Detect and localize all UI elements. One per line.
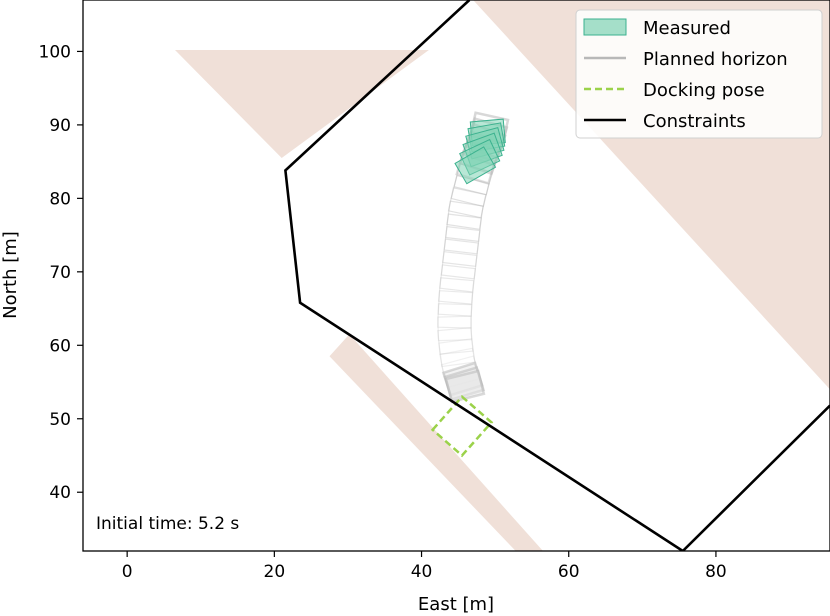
y-tick-label: 100 [39,42,71,62]
docking-layer [430,394,494,458]
y-tick-label: 40 [49,483,71,503]
planned-horizon-pose [446,200,484,230]
plot-frame [82,0,830,552]
docking-pose [430,394,494,458]
legend-label-planned: Planned horizon [643,49,788,70]
x-axis-label: East [m] [418,594,494,615]
legend: Measured Planned horizon Docking pose Co… [575,9,823,139]
y-tick-label: 50 [49,410,71,430]
measured-layer [454,118,506,185]
planned-horizon-pose [450,174,490,208]
planned-horizon-pose [453,163,493,196]
planned-horizon-pose [443,225,481,255]
x-axis-ticks: 0 20 40 60 80 [122,551,727,582]
planned-horizon-pose [442,238,480,267]
legend-box [575,9,823,139]
planned-horizon-pose [438,338,476,368]
x-tick-label: 40 [411,562,433,582]
legend-label-measured: Measured [643,18,731,39]
planned-horizon-pose [437,290,474,317]
y-tick-label: 60 [49,336,71,356]
x-tick-label: 80 [705,562,727,582]
y-tick-label: 70 [49,263,71,283]
planned-horizon-pose [447,187,487,219]
y-tick-label: 90 [49,116,71,136]
measured-pose [454,146,497,185]
constraints-line [284,0,830,551]
planned-horizon-pose [445,213,482,243]
legend-label-docking: Docking pose [643,80,765,101]
x-tick-label: 0 [122,562,133,582]
legend-label-constraints: Constraints [643,111,746,132]
x-tick-label: 20 [264,562,286,582]
planned-horizon-pose [437,303,473,329]
planned-horizon-pose [437,277,475,305]
constraints-layer [284,0,830,551]
y-tick-label: 80 [49,189,71,209]
y-axis-ticks: 40 50 60 70 80 90 100 [39,42,83,503]
planned-horizon-pose [440,251,478,280]
planned-horizon-pose [437,315,473,342]
obstacle-pier [329,334,543,551]
y-axis-label: North [m] [0,231,21,319]
obstacle-quay-west [175,50,429,158]
initial-time-annotation: Initial time: 5.2 s [96,514,239,534]
planned-horizon-pose [437,327,474,355]
planned-horizon-pose [444,369,486,404]
legend-swatch-measured [583,18,627,36]
x-tick-label: 60 [558,562,580,582]
planned-horizon-pose [439,264,477,293]
